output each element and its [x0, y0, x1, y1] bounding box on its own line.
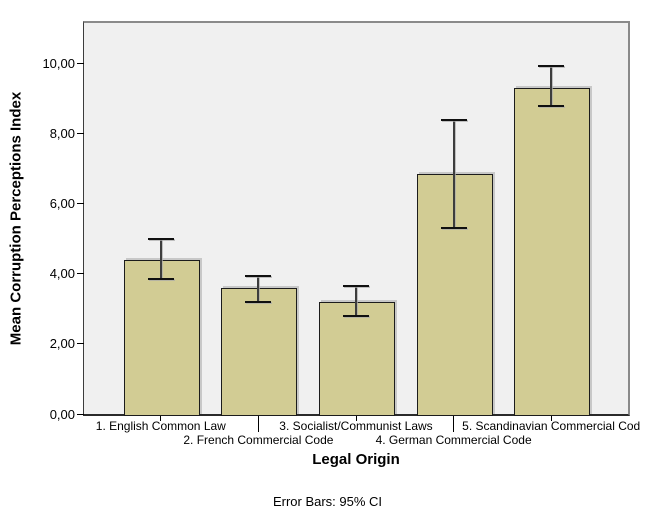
y-tick-label: 2,00 [49, 336, 75, 352]
error-bar-cap-lower [245, 300, 272, 303]
y-tick-label: 4,00 [49, 266, 75, 282]
error-bar-stem [355, 286, 357, 316]
bar [123, 259, 200, 416]
y-tick-label: 8,00 [49, 126, 75, 142]
x-category-label: 5. Scandinavian Commercial Cod [462, 419, 641, 433]
error-bar-cap-lower [538, 104, 565, 107]
y-tick-mark [77, 63, 84, 65]
x-tick-mark [453, 416, 455, 432]
bar [514, 88, 591, 416]
x-category-label: 2. French Commercial Code [183, 433, 334, 447]
error-bar-cap-upper [343, 285, 369, 288]
y-tick-mark [77, 203, 84, 205]
x-tick-mark [355, 416, 357, 421]
y-tick-label: 6,00 [49, 196, 75, 212]
x-tick-mark [257, 416, 259, 432]
bar [319, 301, 395, 416]
error-bar-cap-lower [147, 278, 174, 281]
error-bar-cap-lower [440, 227, 467, 230]
bar [416, 174, 493, 416]
error-bar-cap-upper [538, 64, 565, 67]
x-tick-mark [550, 416, 552, 421]
error-bar-cap-upper [147, 237, 174, 240]
error-bar-stem [159, 238, 162, 280]
y-tick-mark [77, 413, 84, 415]
error-bar-stem [452, 119, 455, 229]
error-bar-stem [550, 65, 553, 106]
bar [221, 287, 298, 416]
error-bar-cap-upper [440, 118, 467, 121]
y-tick-mark [77, 133, 84, 135]
x-category-label: 4. German Commercial Code [375, 433, 532, 447]
error-bar-caption: Error Bars: 95% CI [272, 494, 383, 509]
error-bar-cap-lower [343, 314, 369, 317]
x-axis-title: Legal Origin [312, 451, 400, 468]
x-tick-mark [160, 416, 162, 421]
error-bar-stem [257, 275, 260, 302]
y-tick-label: 0,00 [49, 406, 75, 422]
y-tick-label: 10,00 [42, 56, 75, 72]
x-category-label: 3. Socialist/Communist Laws [279, 419, 433, 433]
x-category-label: 1. English Common Law [95, 419, 226, 433]
error-bar-cap-upper [245, 274, 272, 277]
y-axis-title: Mean Corruption Perceptions Index [7, 91, 25, 346]
y-tick-mark [77, 273, 84, 275]
y-tick-mark [77, 343, 84, 345]
